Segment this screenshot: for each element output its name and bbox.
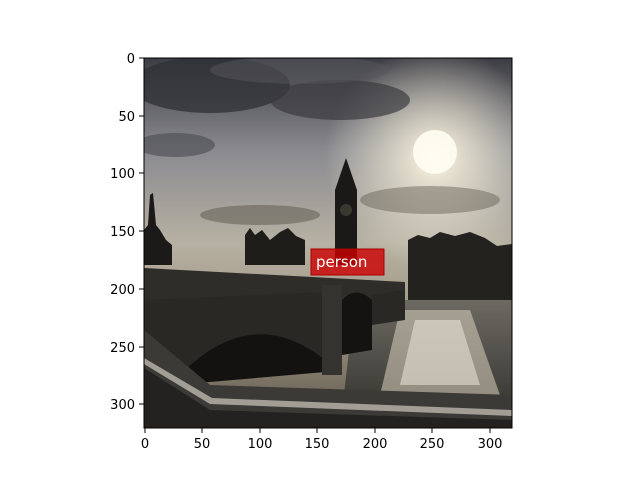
x-tick-label: 250 [420, 437, 445, 452]
x-tick-label: 300 [478, 437, 503, 452]
x-tick-label: 200 [363, 437, 388, 452]
y-tick-label: 300 [110, 398, 135, 413]
x-tick-label: 0 [141, 437, 149, 452]
y-tick-label: 250 [110, 341, 135, 356]
detection-box [310, 248, 385, 276]
y-axis: 0 50 100 150 200 250 300 [110, 52, 144, 413]
y-tick-label: 150 [110, 225, 135, 240]
y-tick-label: 100 [110, 167, 135, 182]
x-tick-label: 100 [248, 437, 273, 452]
plot-frame [143, 57, 513, 429]
photo-image [144, 58, 512, 428]
x-tick-label: 150 [305, 437, 330, 452]
x-axis: 0 50 100 150 200 250 300 [141, 428, 503, 452]
x-tick-label: 50 [194, 437, 211, 452]
detection-label: person [316, 253, 367, 271]
y-tick-label: 0 [127, 52, 135, 67]
detection-person: person [310, 248, 385, 276]
y-tick-label: 50 [118, 110, 135, 125]
y-tick-label: 200 [110, 283, 135, 298]
